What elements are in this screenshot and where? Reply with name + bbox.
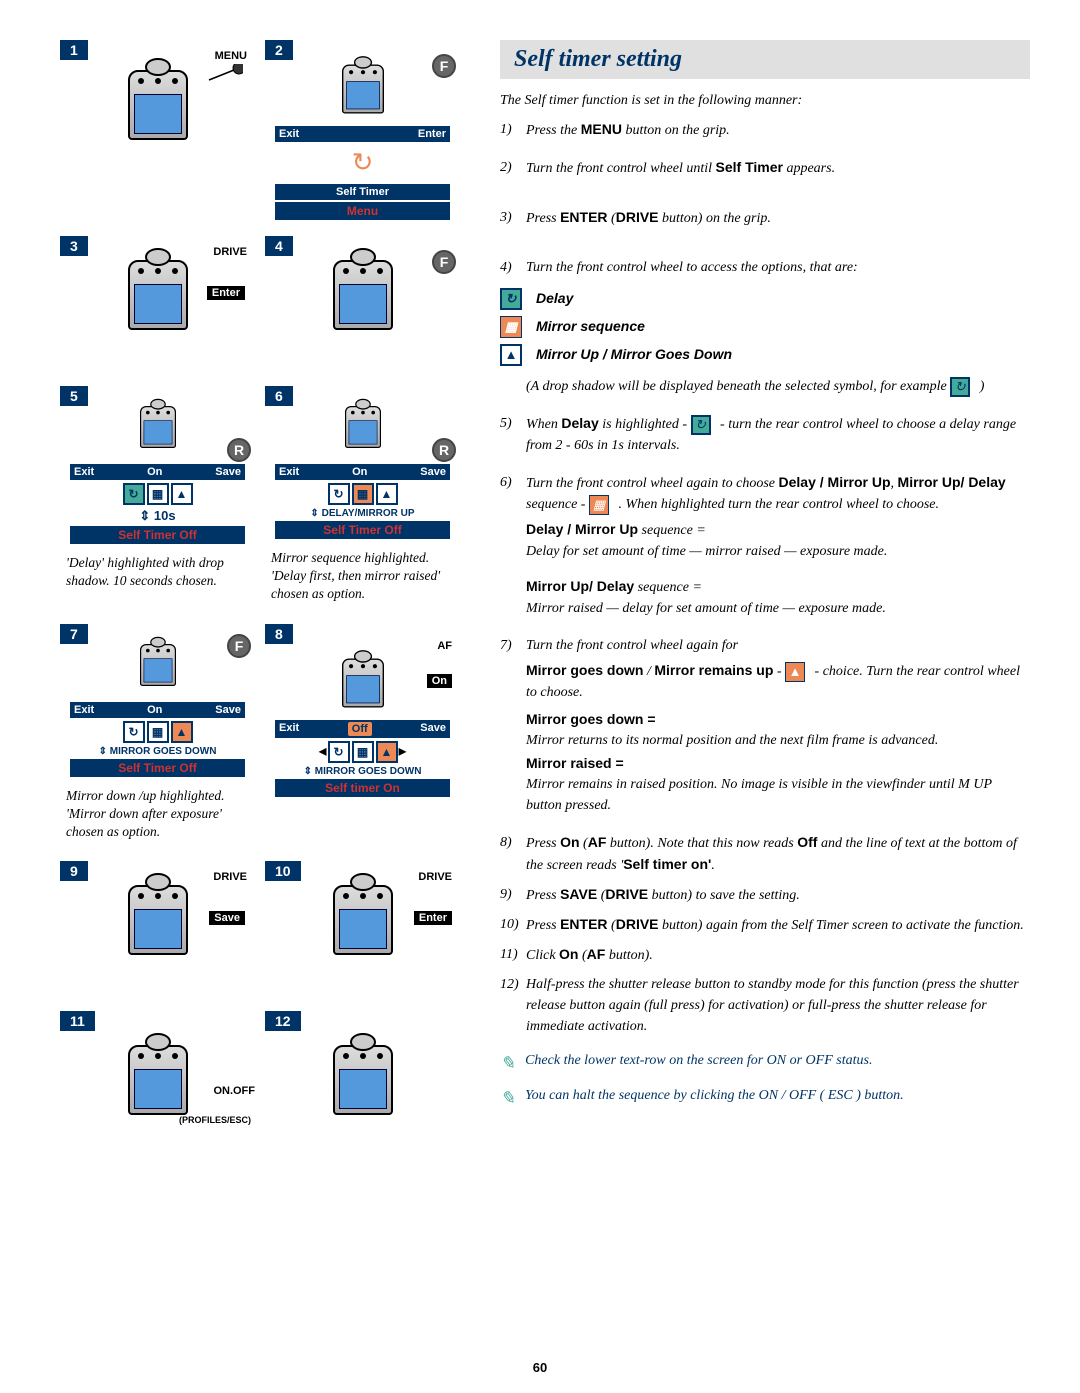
- figure-number: 11: [60, 1011, 95, 1031]
- figure-9: 9 DRIVE Save: [60, 861, 255, 1001]
- figure-3: 3 DRIVE Enter: [60, 236, 255, 376]
- front-wheel-icon: F: [432, 250, 456, 274]
- option-mirror-seq: ▦ Mirror sequence: [500, 316, 1030, 338]
- figure-number: 10: [265, 861, 301, 881]
- mirror-updown-icon: ▲: [500, 344, 522, 366]
- profiles-esc-label: (PROFILES/ESC): [64, 1115, 251, 1125]
- mirror-seq-icon: ▦: [589, 495, 609, 515]
- figure-6: 6 R ExitOnSave ↻▦▲ ⇕ DELAY/MIRROR UP Sel…: [265, 386, 460, 614]
- figure-7: 7 F ExitOnSave ↻▦▲ ⇕ MIRROR GOES DOWN Se…: [60, 624, 255, 852]
- figure-grid: 1 MENU 2: [60, 40, 460, 1161]
- figure-4: 4 F: [265, 236, 460, 376]
- figure-number: 12: [265, 1011, 301, 1031]
- figure-number: 9: [60, 861, 88, 881]
- figure-2: 2 F Exit Enter ↻ Self: [265, 40, 460, 226]
- front-wheel-icon: F: [432, 54, 456, 78]
- step-10: Press ENTER (DRIVE button) again from th…: [500, 914, 1030, 936]
- af-label: AF: [437, 640, 452, 652]
- status-line: Self Timer Off: [70, 526, 245, 544]
- step-2: Turn the front control wheel until Self …: [500, 157, 1030, 179]
- pencil-icon: ✎: [500, 1053, 515, 1074]
- display-bottom: Menu: [275, 202, 450, 220]
- step-5: When Delay is highlighted - ↻ - turn the…: [500, 413, 1030, 456]
- status-line: Self Timer Off: [70, 759, 245, 777]
- save-label: Save: [209, 911, 245, 925]
- delay-value: 10s: [154, 508, 176, 523]
- step-7: Turn the front control wheel again for M…: [500, 635, 1030, 816]
- step-6: Turn the front control wheel again to ch…: [500, 472, 1030, 619]
- step-4: Turn the front control wheel to access t…: [500, 257, 1030, 397]
- step-8: Press On (AF button). Note that this now…: [500, 832, 1030, 876]
- note-1: ✎ Check the lower text-row on the screen…: [500, 1053, 1030, 1074]
- figure-number: 5: [60, 386, 88, 406]
- mirror-updown-icon: ▲: [785, 662, 805, 682]
- figure-10: 10 DRIVE Enter: [265, 861, 460, 1001]
- figure-caption: Mirror sequence highlighted. 'Delay firs…: [265, 545, 460, 614]
- figure-12: 12: [265, 1011, 460, 1151]
- note-2: ✎ You can halt the sequence by clicking …: [500, 1088, 1030, 1109]
- drive-label: DRIVE: [213, 871, 247, 883]
- figure-caption: Mirror down /up highlighted. 'Mirror dow…: [60, 783, 255, 852]
- enter-label: Enter: [207, 286, 245, 300]
- intro-text: The Self timer function is set in the fo…: [500, 93, 1030, 109]
- menu-label: MENU: [215, 50, 247, 62]
- status-line: Self timer On: [275, 779, 450, 797]
- example-icon: ↻: [950, 377, 970, 397]
- self-timer-icon: ↻: [269, 144, 456, 182]
- step-1: Press the MENU button on the grip.: [500, 119, 1030, 141]
- pencil-icon: ✎: [500, 1088, 515, 1109]
- figure-number: 3: [60, 236, 88, 256]
- figure-number: 1: [60, 40, 88, 60]
- onoff-label: ON.OFF: [213, 1085, 255, 1097]
- steps-list: Press the MENU button on the grip. Turn …: [500, 119, 1030, 1037]
- option-delay: ↻ Delay: [500, 288, 1030, 310]
- front-wheel-icon: F: [227, 634, 251, 658]
- status-line: Self Timer Off: [275, 521, 450, 539]
- figure-8: 8 AF On ExitOffSave ◂↻▦▲▸ ⇕ MIRROR GOES …: [265, 624, 460, 852]
- mirror-seq-icon: ▦: [500, 316, 522, 338]
- step-12: Half-press the shutter release button to…: [500, 974, 1030, 1037]
- figure-number: 7: [60, 624, 88, 644]
- figure-number: 6: [265, 386, 293, 406]
- figure-1: 1 MENU: [60, 40, 255, 226]
- delay-icon: ↻: [691, 415, 711, 435]
- figure-number: 8: [265, 624, 293, 644]
- drive-label: DRIVE: [418, 871, 452, 883]
- display-title: Self Timer: [275, 184, 450, 200]
- rear-wheel-icon: R: [432, 438, 456, 462]
- figure-number: 4: [265, 236, 293, 256]
- instructions-column: Self timer setting The Self timer functi…: [490, 40, 1030, 1161]
- on-label: On: [427, 674, 452, 688]
- figure-11: 11 ON.OFF (PROFILES/ESC): [60, 1011, 255, 1151]
- sequence-value: DELAY/MIRROR UP: [322, 508, 415, 519]
- display-top-row: Exit Enter: [275, 126, 450, 142]
- drive-label: DRIVE: [213, 246, 247, 258]
- step-3: Press ENTER (DRIVE button) on the grip.: [500, 207, 1030, 229]
- page-number: 60: [0, 1360, 1080, 1375]
- enter-label: Enter: [414, 911, 452, 925]
- option-mirror-updown: ▲ Mirror Up / Mirror Goes Down: [500, 344, 1030, 366]
- delay-icon: ↻: [500, 288, 522, 310]
- figure-5: 5 R ExitOnSave ↻▦▲ ⇕ 10s Self Timer Off …: [60, 386, 255, 614]
- section-title: Self timer setting: [500, 40, 1030, 79]
- figure-number: 2: [265, 40, 293, 60]
- step-9: Press SAVE (DRIVE button) to save the se…: [500, 884, 1030, 906]
- step-11: Click On (AF button).: [500, 944, 1030, 966]
- rear-wheel-icon: R: [227, 438, 251, 462]
- mirror-value: MIRROR GOES DOWN: [110, 746, 217, 757]
- figure-caption: 'Delay' highlighted with drop shadow. 10…: [60, 550, 255, 600]
